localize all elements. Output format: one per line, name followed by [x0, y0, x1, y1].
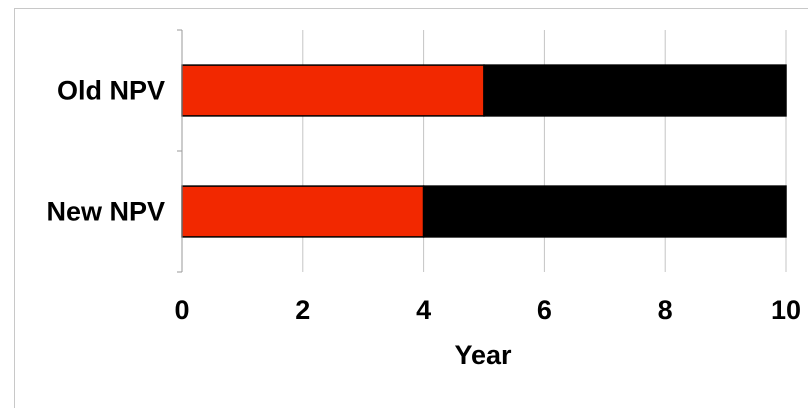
- x-tick-label: 10: [771, 295, 801, 325]
- category-label: Old NPV: [57, 76, 165, 106]
- axis-layer: [177, 29, 183, 273]
- x-axis-title: Year: [454, 340, 512, 370]
- x-tick-label: 0: [174, 295, 189, 325]
- bar-segment: [422, 185, 787, 238]
- chart-frame: [14, 8, 808, 408]
- labels-layer: 0 2 4 6 8 10 Old NPV New NPV: [46, 76, 801, 326]
- x-tick-label: 2: [295, 295, 310, 325]
- category-label: New NPV: [46, 197, 165, 227]
- x-tick-label: 4: [416, 295, 431, 325]
- x-tick-label: 8: [658, 295, 673, 325]
- bar-segment: [483, 64, 787, 117]
- bars-layer: [181, 64, 787, 238]
- bar-segment: [181, 185, 425, 238]
- bar-segment: [181, 64, 485, 117]
- bar-chart: 0 2 4 6 8 10 Old NPV New NPV Year: [46, 29, 801, 370]
- x-tick-label: 6: [537, 295, 552, 325]
